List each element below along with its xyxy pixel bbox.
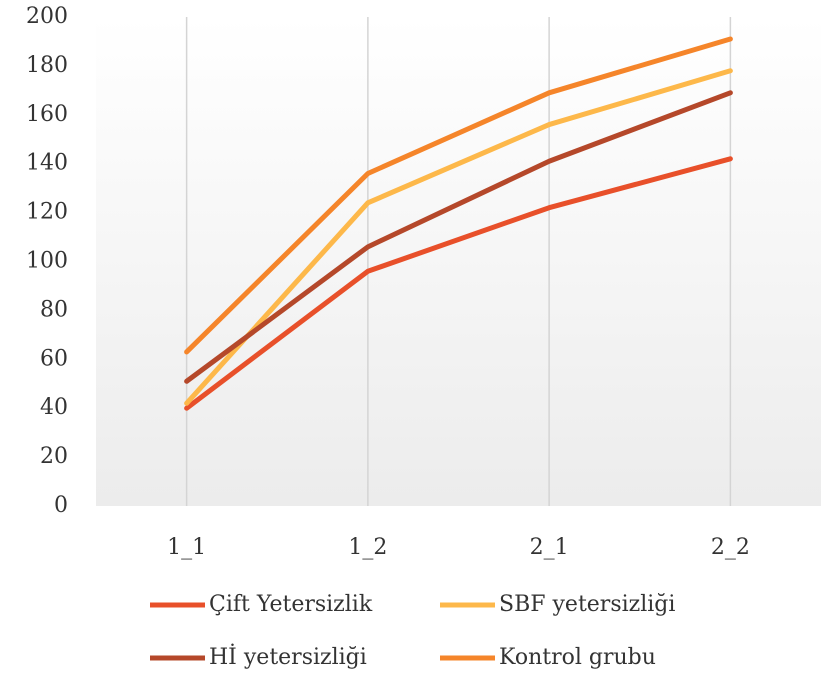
y-tick-label: 80: [40, 297, 68, 322]
y-tick-label: 40: [40, 395, 68, 420]
legend-label: SBF yetersizliği: [499, 592, 675, 617]
legend-label: Kontrol grubu: [499, 645, 656, 670]
y-tick-label: 0: [54, 493, 68, 518]
y-tick-label: 120: [26, 200, 68, 225]
y-tick-label: 20: [40, 444, 68, 469]
y-tick-label: 100: [26, 249, 68, 274]
series-line: [184, 36, 733, 355]
y-tick-label: 200: [26, 4, 68, 29]
plot-background: [96, 17, 821, 506]
y-tick-label: 160: [26, 102, 68, 127]
x-tick-label: 1_2: [348, 535, 387, 560]
series-line: [184, 68, 733, 406]
y-tick-label: 60: [40, 346, 68, 371]
legend-label: Çift Yetersizlik: [209, 592, 373, 617]
x-tick-label: 2_2: [711, 535, 750, 560]
series-line: [184, 156, 733, 411]
x-tick-label: 1_1: [167, 535, 206, 560]
x-tick-label: 2_1: [530, 535, 569, 560]
legend-label: Hİ yetersizliği: [209, 643, 367, 670]
y-tick-label: 140: [26, 151, 68, 176]
series-line: [184, 90, 733, 384]
y-tick-label: 180: [26, 53, 68, 78]
